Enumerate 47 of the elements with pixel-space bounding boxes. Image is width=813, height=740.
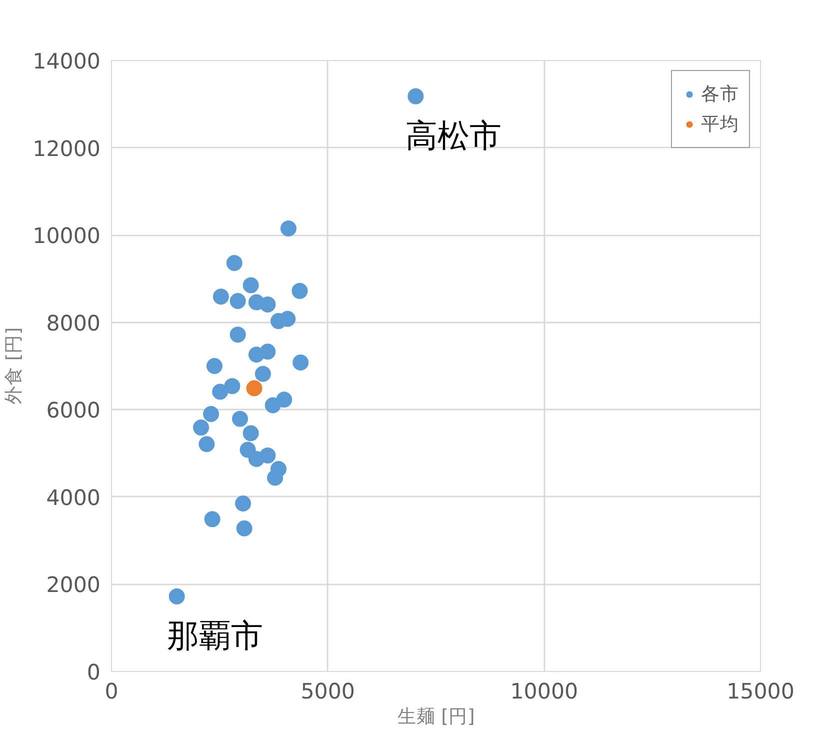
point	[267, 470, 284, 486]
y-tick-label: 2000	[46, 573, 101, 598]
y-tick-label: 12000	[32, 136, 101, 162]
point	[230, 326, 246, 343]
point	[292, 354, 309, 370]
point	[236, 520, 252, 536]
point	[260, 296, 276, 312]
point	[242, 277, 259, 294]
legend-label: 各市	[701, 83, 739, 107]
point	[246, 380, 262, 396]
legend-label: 平均	[701, 113, 739, 137]
point	[168, 588, 185, 604]
annotation: 那覇市	[166, 616, 263, 654]
y-tick-label: 14000	[32, 50, 101, 74]
point	[260, 344, 276, 360]
point	[280, 220, 296, 237]
x-tick-label: 0	[104, 680, 118, 704]
y-axis-title: 外食 [円]	[4, 327, 25, 405]
point	[224, 378, 240, 394]
annotation: 高松市	[406, 116, 502, 154]
y-tick-label: 4000	[46, 486, 101, 511]
y-tick-label: 0	[86, 660, 101, 686]
point	[264, 397, 281, 414]
point	[230, 292, 246, 309]
point	[198, 436, 215, 452]
point	[193, 420, 210, 436]
point	[203, 406, 220, 422]
y-tick-label: 10000	[32, 224, 101, 250]
point	[226, 255, 242, 271]
x-axis-title: 生麺 [円]	[397, 706, 475, 728]
point	[212, 384, 228, 400]
point	[232, 410, 248, 427]
point	[242, 425, 259, 442]
point	[254, 366, 271, 382]
x-tick-label: 10000	[510, 680, 578, 704]
y-tick-label: 6000	[46, 398, 101, 424]
point	[408, 88, 424, 104]
y-tick-label: 8000	[46, 311, 101, 336]
point	[204, 511, 220, 528]
point	[292, 282, 308, 299]
x-tick-label: 5000	[300, 680, 355, 704]
point	[235, 495, 252, 512]
point	[212, 288, 229, 305]
x-tick-label: 15000	[726, 680, 794, 704]
point	[260, 447, 276, 464]
point	[280, 310, 296, 327]
point	[206, 358, 222, 374]
